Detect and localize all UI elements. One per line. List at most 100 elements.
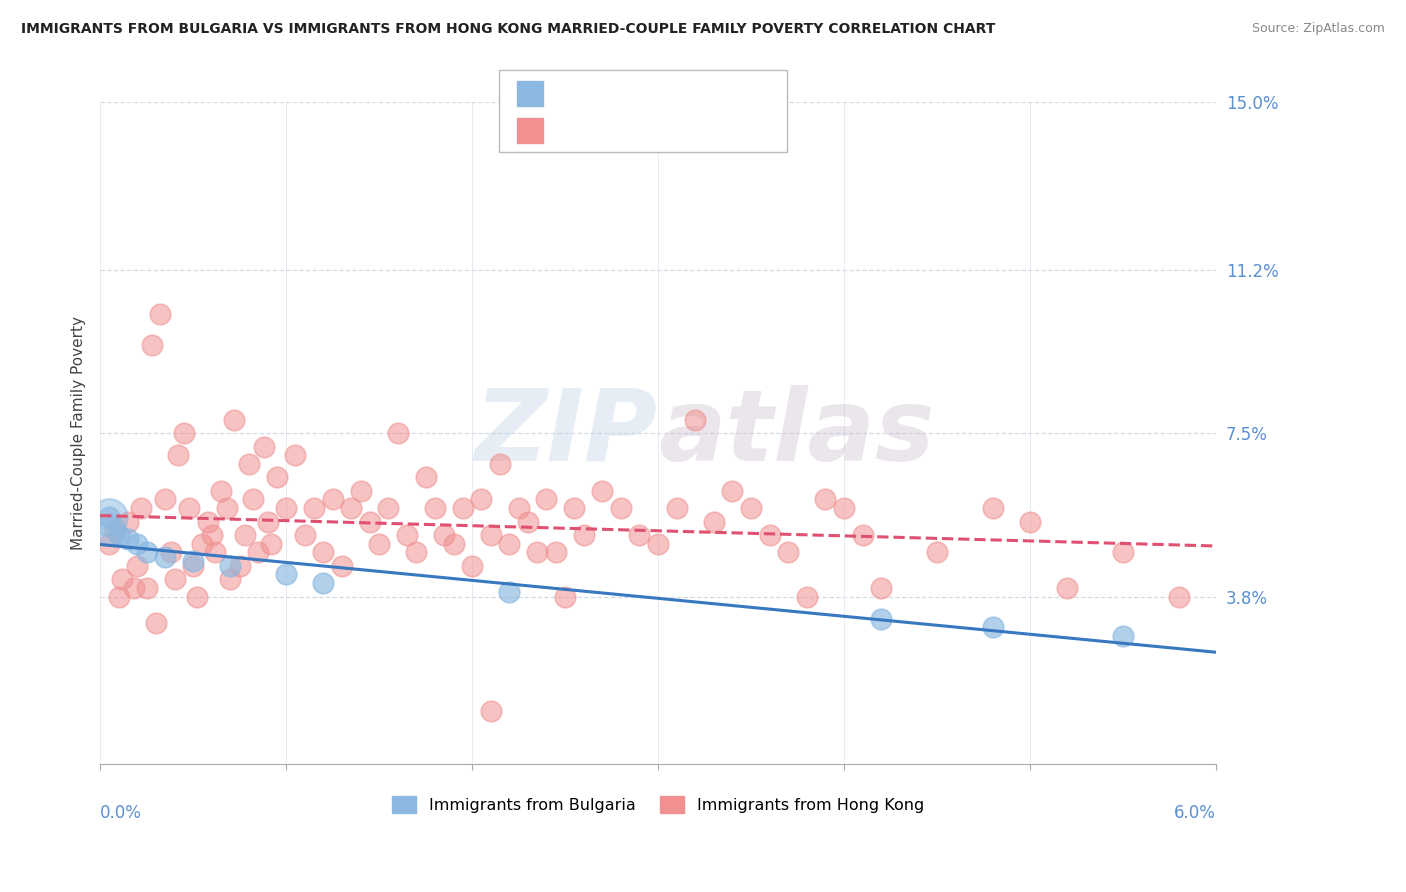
Point	[127, 558, 149, 573]
Point	[141, 338, 163, 352]
Point	[228, 558, 250, 573]
Point	[368, 536, 391, 550]
Text: 0.0%: 0.0%	[100, 804, 142, 822]
Point	[349, 483, 371, 498]
Point	[489, 457, 512, 471]
Point	[253, 440, 276, 454]
Point	[219, 558, 242, 573]
Point	[197, 515, 219, 529]
Point	[685, 413, 707, 427]
Point	[870, 581, 893, 595]
Point	[209, 483, 232, 498]
Point	[222, 413, 245, 427]
Point	[387, 426, 409, 441]
Point	[423, 501, 446, 516]
Point	[181, 554, 204, 568]
Point	[405, 545, 427, 559]
Point	[721, 483, 744, 498]
Point	[284, 448, 307, 462]
Point	[242, 492, 264, 507]
Point	[395, 528, 418, 542]
Point	[201, 528, 224, 542]
Point	[359, 515, 381, 529]
Point	[610, 501, 633, 516]
Point	[340, 501, 363, 516]
Point	[703, 515, 725, 529]
Point	[155, 492, 177, 507]
Point	[159, 545, 181, 559]
Point	[107, 528, 129, 542]
Point	[294, 528, 316, 542]
Point	[117, 515, 139, 529]
Point	[981, 501, 1004, 516]
Point	[796, 590, 818, 604]
Point	[498, 585, 520, 599]
Point	[274, 567, 297, 582]
Point	[536, 492, 558, 507]
Text: atlas: atlas	[658, 384, 935, 482]
Point	[516, 515, 538, 529]
Point	[179, 501, 201, 516]
Point	[479, 528, 502, 542]
Text: R =: R =	[551, 122, 591, 140]
Point	[181, 558, 204, 573]
Point	[572, 528, 595, 542]
Point	[98, 510, 121, 524]
Text: IMMIGRANTS FROM BULGARIA VS IMMIGRANTS FROM HONG KONG MARRIED-COUPLE FAMILY POVE: IMMIGRANTS FROM BULGARIA VS IMMIGRANTS F…	[21, 22, 995, 37]
Point	[219, 572, 242, 586]
Point	[256, 515, 278, 529]
Point	[312, 576, 335, 591]
Point	[149, 307, 172, 321]
Point	[1019, 515, 1042, 529]
Point	[852, 528, 875, 542]
Point	[135, 545, 157, 559]
Point	[238, 457, 260, 471]
Point	[443, 536, 465, 550]
Point	[312, 545, 335, 559]
Text: 0.070: 0.070	[598, 122, 648, 140]
Point	[564, 501, 586, 516]
Point	[1112, 545, 1135, 559]
Text: N = 94: N = 94	[671, 122, 751, 140]
Text: 6.0%: 6.0%	[1174, 804, 1216, 822]
Point	[322, 492, 344, 507]
Text: R =: R =	[551, 86, 591, 103]
Text: N = 14: N = 14	[671, 86, 751, 103]
Point	[127, 536, 149, 550]
Point	[415, 470, 437, 484]
Point	[191, 536, 214, 550]
Point	[498, 536, 520, 550]
Text: -0.709: -0.709	[598, 86, 658, 103]
Point	[260, 536, 283, 550]
Point	[508, 501, 530, 516]
Point	[129, 501, 152, 516]
Point	[145, 615, 167, 630]
Point	[832, 501, 855, 516]
Point	[117, 532, 139, 546]
Point	[628, 528, 651, 542]
Point	[758, 528, 780, 542]
Point	[98, 510, 121, 524]
Point	[433, 528, 456, 542]
Point	[135, 581, 157, 595]
Point	[591, 483, 613, 498]
Point	[167, 448, 190, 462]
Point	[186, 590, 208, 604]
Point	[266, 470, 288, 484]
Point	[302, 501, 325, 516]
Point	[870, 612, 893, 626]
Point	[451, 501, 474, 516]
Point	[544, 545, 567, 559]
Point	[470, 492, 492, 507]
Point	[778, 545, 800, 559]
Point	[740, 501, 762, 516]
Point	[215, 501, 238, 516]
Legend: Immigrants from Bulgaria, Immigrants from Hong Kong: Immigrants from Bulgaria, Immigrants fro…	[387, 789, 931, 819]
Point	[981, 620, 1004, 634]
Point	[814, 492, 837, 507]
Point	[1167, 590, 1189, 604]
Point	[111, 572, 134, 586]
Point	[233, 528, 256, 542]
Point	[98, 536, 121, 550]
Point	[155, 549, 177, 564]
